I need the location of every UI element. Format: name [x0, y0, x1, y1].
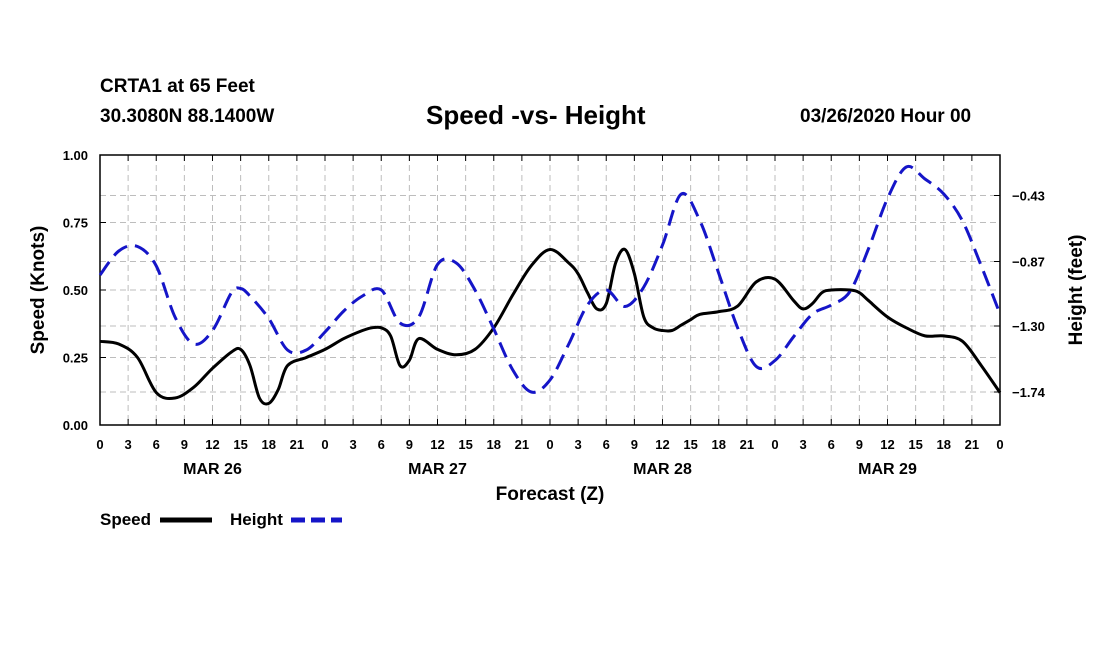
x-tick-label: 3	[575, 437, 582, 452]
day-label: MAR 28	[633, 461, 692, 478]
x-tick-label: 15	[908, 437, 922, 452]
y-tick-label: 0.75	[63, 216, 88, 231]
x-tick-label: 0	[771, 437, 778, 452]
x-tick-label: 9	[631, 437, 638, 452]
y2-tick-label: −0.87	[1012, 255, 1045, 270]
y-tick-label: 0.25	[63, 351, 88, 366]
x-tick-label: 18	[487, 437, 501, 452]
legend-speed-label: Speed	[100, 510, 151, 529]
x-tick-label: 12	[880, 437, 894, 452]
x-tick-label: 15	[233, 437, 247, 452]
x-tick-label: 15	[458, 437, 472, 452]
y2-tick-label: −1.30	[1012, 319, 1045, 334]
x-tick-label: 0	[546, 437, 553, 452]
x-tick-label: 0	[96, 437, 103, 452]
x-tick-label: 6	[828, 437, 835, 452]
y2-axis-labels: −1.74 −1.30 −0.87 −0.43	[1012, 189, 1046, 401]
coordinates-label: 30.3080N 88.1400W	[100, 106, 275, 127]
day-label: MAR 27	[408, 461, 467, 478]
y-tick-label: 0.00	[63, 418, 88, 433]
x-axis-labels: 0 3 6 9 12 15 18 21 0 3 6 9 12 15 18 21 0 3 6 9 12 15 18 21 0 3 6 9…	[96, 437, 1003, 452]
x-tick-label: 6	[378, 437, 385, 452]
x-tick-label: 0	[321, 437, 328, 452]
legend: Speed Height	[100, 510, 342, 529]
x-tick-label: 12	[430, 437, 444, 452]
y2-tick-label: −0.43	[1012, 189, 1045, 204]
x-tick-label: 12	[655, 437, 669, 452]
x-tick-label: 15	[683, 437, 697, 452]
x-tick-label: 9	[181, 437, 188, 452]
x-tick-label: 18	[937, 437, 951, 452]
speed-series-line	[99, 247, 1002, 406]
x-tick-label: 0	[996, 437, 1003, 452]
x-tick-label: 21	[965, 437, 979, 452]
grid	[100, 155, 1000, 425]
x-tick-label: 21	[740, 437, 754, 452]
height-series-line	[98, 164, 1002, 394]
x-tick-label: 18	[262, 437, 276, 452]
timestamp-label: 03/26/2020 Hour 00	[800, 106, 972, 127]
y-tick-label: 0.50	[63, 283, 88, 298]
y2-axis-title: Height (feet)	[1066, 235, 1087, 346]
x-tick-label: 3	[800, 437, 807, 452]
y-axis-labels: 0.00 0.25 0.50 0.75 1.00	[63, 148, 88, 433]
x-tick-label: 21	[515, 437, 529, 452]
chart-title: Speed -vs- Height	[426, 100, 646, 130]
station-label: CRTA1 at 65 Feet	[100, 76, 255, 97]
x-tick-label: 6	[603, 437, 610, 452]
axis-ticks	[99, 154, 1001, 426]
x-tick-label: 18	[712, 437, 726, 452]
y-tick-label: 1.00	[63, 148, 88, 163]
day-label: MAR 26	[183, 461, 242, 478]
x-tick-label: 3	[125, 437, 132, 452]
x-tick-label: 9	[856, 437, 863, 452]
series	[98, 164, 1002, 406]
legend-height-label: Height	[230, 510, 283, 529]
x-tick-label: 6	[153, 437, 160, 452]
x-tick-label: 3	[350, 437, 357, 452]
day-labels: MAR 26 MAR 27 MAR 28 MAR 29	[183, 461, 917, 478]
y-axis-title: Speed (Knots)	[28, 226, 49, 355]
y2-tick-label: −1.74	[1012, 385, 1046, 400]
x-tick-label: 9	[406, 437, 413, 452]
x-tick-label: 12	[205, 437, 219, 452]
x-tick-label: 21	[290, 437, 304, 452]
x-axis-title: Forecast (Z)	[496, 484, 605, 505]
day-label: MAR 29	[858, 461, 917, 478]
